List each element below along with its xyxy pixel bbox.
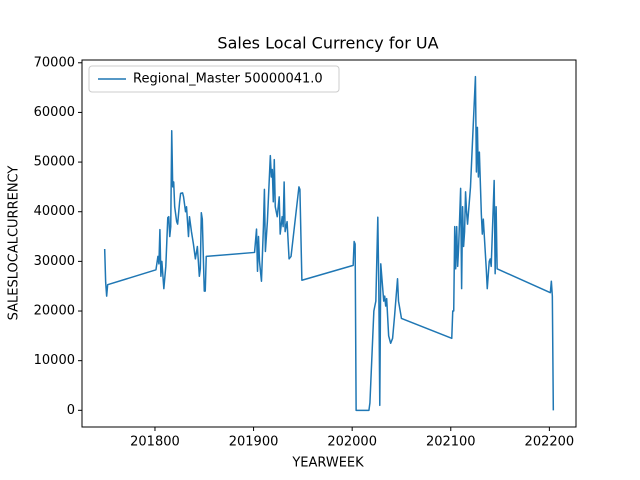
legend-box — [88, 65, 340, 93]
x-axis-label: YEARWEEK — [291, 456, 364, 471]
y-tick-label: 30000 — [34, 254, 75, 269]
y-tick-label: 0 — [67, 403, 75, 418]
y-axis-label: SALESLOCALCURRENCY — [7, 166, 22, 321]
y-tick-label: 40000 — [34, 204, 75, 219]
y-tick-label: 50000 — [34, 155, 75, 170]
y-tick-label: 10000 — [34, 353, 75, 368]
x-tick-label: 202000 — [327, 435, 377, 450]
chart-title: Sales Local Currency for UA — [217, 34, 438, 53]
legend-label: Regional_Master 50000041.0 — [133, 72, 323, 87]
x-tick-label: 201900 — [229, 435, 279, 450]
y-tick-label: 60000 — [34, 105, 75, 120]
x-tick-label: 202100 — [426, 435, 476, 450]
y-tick-label: 70000 — [34, 55, 75, 70]
plot-frame — [81, 59, 577, 428]
legend: Regional_Master 50000041.0 — [88, 65, 340, 93]
x-tick-label: 202200 — [525, 435, 575, 450]
data-line — [103, 75, 555, 412]
y-tick-label: 20000 — [34, 304, 75, 319]
x-tick-label: 201800 — [130, 435, 180, 450]
